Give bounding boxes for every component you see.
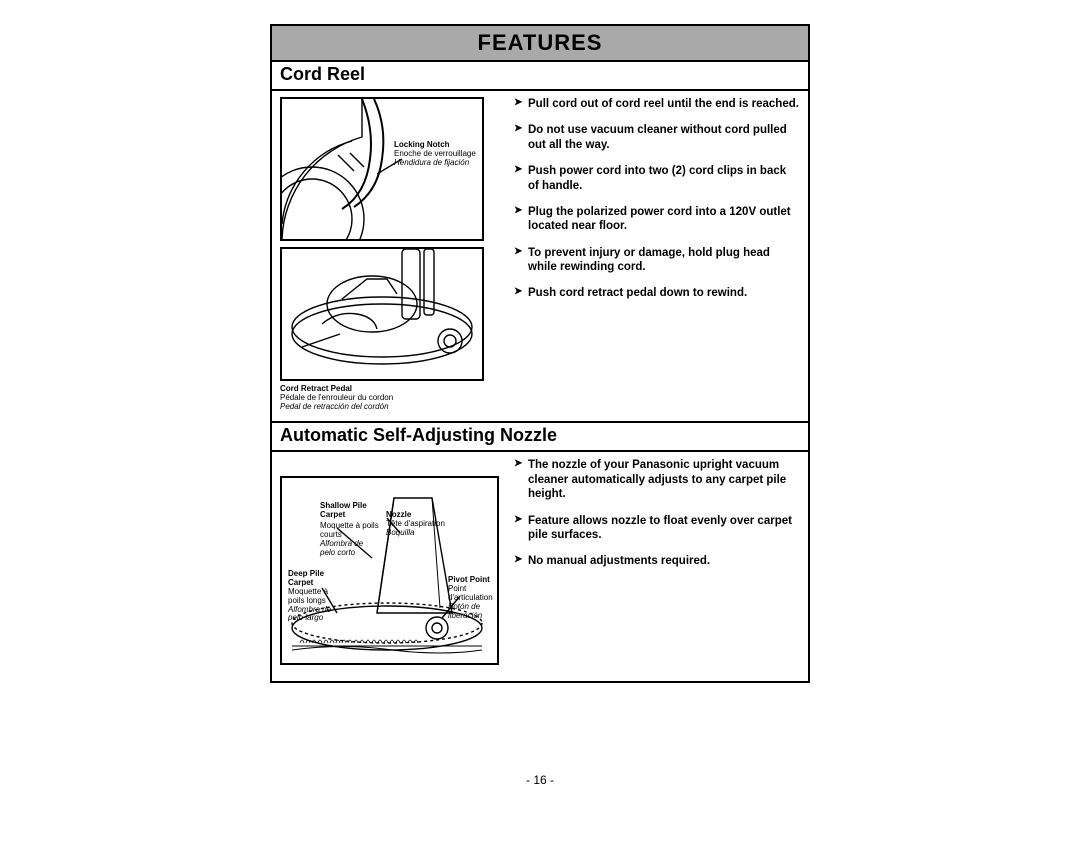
cord-retract-pedal-label: Cord Retract Pedal Pédale de l'enrouleur… xyxy=(280,385,490,411)
nozzle-body: Shallow Pile Carpet Moquette à poils cou… xyxy=(272,452,808,681)
bullet-item: Pull cord out of cord reel until the end… xyxy=(514,97,800,111)
page-number: - 16 - xyxy=(0,773,1080,787)
cord-reel-title: Cord Reel xyxy=(272,62,808,91)
shallow-pile-label: Shallow Pile Carpet xyxy=(320,502,380,520)
bullet-item: Push power cord into two (2) cord clips … xyxy=(514,164,800,193)
nozzle-figures: Shallow Pile Carpet Moquette à poils cou… xyxy=(280,458,510,671)
features-header: FEATURES xyxy=(272,26,808,62)
cord-reel-figures: Locking Notch Enoche de verrouillage Hen… xyxy=(280,97,510,411)
locking-notch-label: Locking Notch Enoche de verrouillage Hen… xyxy=(394,141,480,167)
cord-reel-drawing-2-icon xyxy=(282,249,482,379)
pivot-point-label: Pivot Point Point d'articulation Botón d… xyxy=(448,576,496,620)
bullet-item: To prevent injury or damage, hold plug h… xyxy=(514,246,800,275)
cord-reel-figure-1: Locking Notch Enoche de verrouillage Hen… xyxy=(280,97,484,241)
cord-reel-body: Locking Notch Enoche de verrouillage Hen… xyxy=(272,91,808,421)
nozzle-label: Nozzle Tête d'aspiration Boquilla xyxy=(386,511,456,537)
deep-pile-label: Deep Pile Carpet Moquette à poils longs … xyxy=(288,570,343,623)
bullet-item: Plug the polarized power cord into a 120… xyxy=(514,205,800,234)
bullet-item: No manual adjustments required. xyxy=(514,554,800,568)
shallow-pile-translations: Moquette à poils courts Alfombra de pelo… xyxy=(320,522,380,557)
nozzle-figure: Shallow Pile Carpet Moquette à poils cou… xyxy=(280,476,499,665)
bullet-item: Push cord retract pedal down to rewind. xyxy=(514,286,800,300)
bullet-item: Feature allows nozzle to float evenly ov… xyxy=(514,514,800,543)
nozzle-title: Automatic Self-Adjusting Nozzle xyxy=(272,421,808,452)
cord-reel-text: Pull cord out of cord reel until the end… xyxy=(510,97,800,411)
nozzle-text: The nozzle of your Panasonic upright vac… xyxy=(510,458,800,671)
bullet-item: The nozzle of your Panasonic upright vac… xyxy=(514,458,800,501)
bullet-item: Do not use vacuum cleaner without cord p… xyxy=(514,123,800,152)
manual-page: FEATURES Cord Reel xyxy=(270,24,810,683)
cord-reel-figure-2 xyxy=(280,247,484,381)
cord-reel-drawing-1-icon xyxy=(282,99,482,239)
